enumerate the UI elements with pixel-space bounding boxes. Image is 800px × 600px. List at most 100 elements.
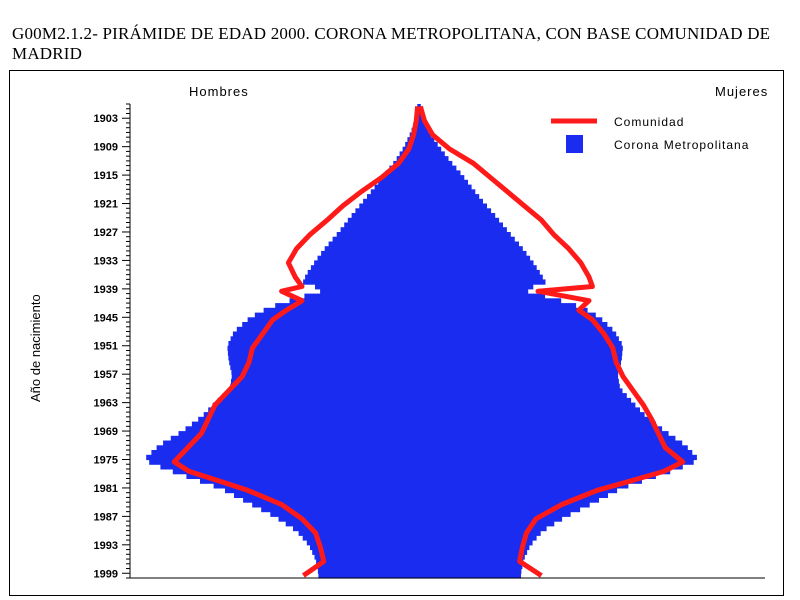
metro-bar-1977 (172, 469, 671, 475)
mujeres-label: Mujeres (715, 84, 768, 99)
metro-bar-1982 (234, 492, 608, 498)
y-tick-label-1963: 1963 (94, 398, 118, 410)
metro-bar-1919 (367, 194, 480, 200)
metro-bar-1925 (344, 222, 503, 228)
legend: Comunidad Corona Metropolitana (551, 115, 749, 153)
metro-bar-1936 (305, 274, 543, 280)
metro-bar-1903 (414, 118, 425, 124)
metro-bar-1955 (230, 364, 620, 370)
metro-bar-1935 (307, 269, 540, 276)
metro-bar-1907 (407, 137, 435, 143)
metro-bar-1927 (336, 232, 511, 238)
metro-bar-1963 (212, 402, 636, 408)
metro-bar-1983 (243, 497, 599, 503)
y-tick-label-1945: 1945 (94, 312, 118, 324)
legend-metro-label: Corona Metropolitana (614, 138, 749, 152)
metro-bar-1958 (231, 378, 619, 385)
metro-bar-1961 (222, 393, 627, 399)
legend-comunidad-label: Comunidad (614, 115, 684, 129)
comunidad-line-mujeres (417, 105, 686, 578)
metro-bar-1993 (310, 544, 530, 551)
metro-bar-1937 (303, 279, 546, 285)
y-axis: 1903 1909 1915 1921 1927 1933 1939 1945 1951 1957… (94, 103, 765, 580)
metro-bar-1905 (411, 127, 429, 133)
metro-bar-1947 (236, 326, 613, 333)
metro-bar-1911 (396, 156, 449, 162)
metro-bar-1970 (170, 435, 676, 442)
y-tick-label-1921: 1921 (94, 199, 118, 211)
metro-bar-1953 (228, 355, 622, 361)
y-tick-label-1981: 1981 (94, 483, 118, 495)
metro-bar-1922 (355, 208, 492, 214)
metro-bar-1904 (413, 123, 427, 129)
metro-bar-1990 (298, 530, 541, 536)
metro-bar-1995 (314, 554, 525, 560)
metro-bar-1923 (351, 213, 496, 219)
metro-bar-1946 (242, 322, 608, 328)
metro-bar-1962 (217, 397, 632, 404)
y-tick-label-1999: 1999 (94, 568, 118, 580)
metro-bar-1980 (213, 483, 629, 489)
metro-bar-1972 (156, 445, 688, 451)
metro-bar-1987 (278, 516, 563, 522)
metro-bar-1944 (254, 312, 596, 318)
y-tick-label-1975: 1975 (94, 455, 118, 467)
chart-frame: 1903 1909 1915 1921 1927 1933 1939 1945 1951 1957… (9, 70, 784, 596)
metro-bar-1952 (227, 350, 623, 356)
metro-bar-1924 (347, 217, 500, 224)
y-tick-label-1909: 1909 (94, 142, 118, 154)
metro-bar-1931 (321, 250, 527, 257)
metro-bar-1991 (302, 535, 537, 541)
metro-bar-1997 (317, 563, 523, 570)
metro-bar-1975 (149, 459, 694, 465)
metro-bar-1916 (378, 179, 468, 186)
metro-bar-1984 (252, 502, 590, 508)
metro-bar-1985 (261, 506, 581, 513)
metro-bar-1978 (186, 473, 656, 479)
metro-bar-1908 (405, 141, 438, 148)
metro-bar-1994 (312, 549, 528, 555)
y-tick-label-1987: 1987 (94, 511, 118, 523)
metro-bar-1928 (332, 236, 515, 242)
metro-bar-1949 (230, 336, 619, 342)
metro-bar-1957 (231, 374, 619, 380)
metro-bar-1929 (328, 241, 519, 247)
metro-bar-1945 (247, 317, 603, 323)
metro-bar-1986 (270, 511, 571, 517)
metro-bar-1943 (263, 307, 588, 314)
y-tick-label-1939: 1939 (94, 284, 118, 296)
metro-bar-1941 (289, 298, 562, 304)
metro-bars (146, 104, 697, 579)
y-axis-label: Año de nacimiento (28, 294, 43, 402)
metro-bar-1996 (316, 559, 524, 565)
metro-bar-1910 (399, 151, 445, 157)
metro-bar-1938 (315, 284, 534, 290)
metro-bar-1915 (381, 175, 465, 181)
metro-bar-1913 (389, 165, 457, 171)
metro-bar-1966 (198, 416, 650, 423)
metro-bar-1934 (310, 265, 537, 271)
metro-bar-1940 (304, 293, 546, 299)
metro-bar-1918 (370, 189, 476, 195)
comunidad-line-hombres (171, 106, 421, 578)
y-tick-label-1927: 1927 (94, 227, 118, 239)
hombres-label: Hombres (189, 84, 249, 99)
metro-bar-1933 (314, 260, 534, 266)
metro-bar-1989 (293, 525, 547, 532)
y-tick-label-1969: 1969 (94, 426, 118, 438)
metro-bar-1974 (146, 454, 697, 461)
metro-bar-1981 (225, 487, 618, 494)
metro-bar-1971 (163, 440, 683, 446)
metro-bar-1992 (306, 540, 533, 546)
metro-bar-1926 (340, 227, 507, 233)
metro-bar-1968 (185, 426, 663, 432)
y-tick-label-1993: 1993 (94, 540, 118, 552)
metro-bar-1948 (232, 331, 617, 337)
metro-bar-1954 (229, 360, 621, 366)
metro-bar-1909 (402, 146, 442, 152)
metro-bar-1967 (191, 421, 656, 427)
metro-bar-1939 (320, 288, 529, 295)
metro-bar-1999 (318, 573, 521, 579)
metro-bar-1973 (151, 450, 693, 456)
population-pyramid-chart: 1903 1909 1915 1921 1927 1933 1939 1945 1951 1957… (28, 84, 768, 580)
